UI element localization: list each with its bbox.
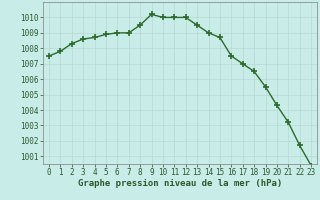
X-axis label: Graphe pression niveau de la mer (hPa): Graphe pression niveau de la mer (hPa) <box>78 179 282 188</box>
